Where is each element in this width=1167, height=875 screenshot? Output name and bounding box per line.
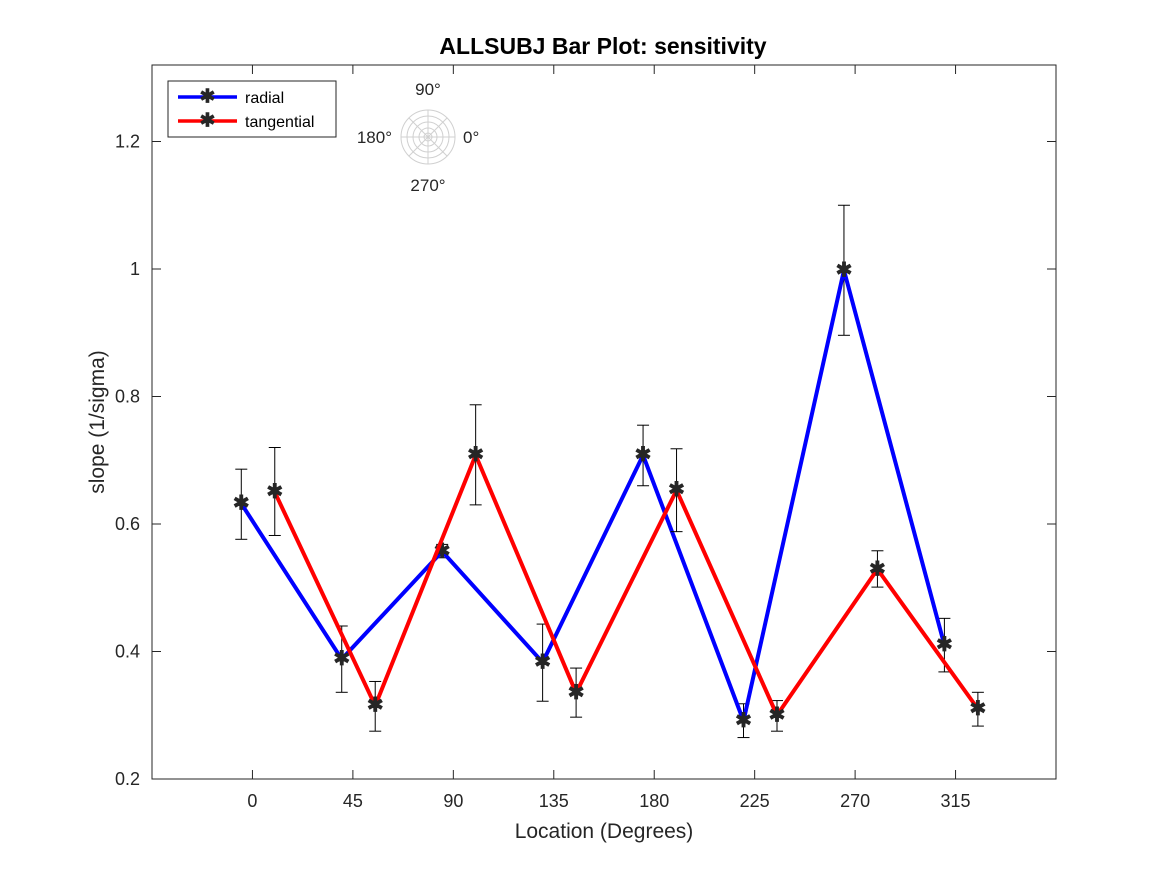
x-tick-label: 225: [740, 791, 770, 811]
data-point-radial: ✱: [534, 651, 551, 673]
legend-box: [167, 80, 337, 138]
legend-marker-radial: ✱: [200, 87, 216, 108]
legend-marker-tangential: ✱: [200, 111, 216, 132]
data-point-radial: ✱: [836, 259, 853, 281]
data-point-tangential: ✱: [266, 481, 283, 503]
series-line-radial: [239, 268, 947, 723]
x-tick-label: 0: [247, 791, 257, 811]
series-tangential: ✱ ✱ ✱ ✱ ✱ ✱ ✱ ✱: [266, 404, 986, 732]
x-tick-label: 135: [539, 791, 569, 811]
data-point-tangential: ✱: [367, 695, 384, 717]
polar-key-graphic: [400, 109, 456, 165]
x-tick-label: 90: [443, 791, 463, 811]
y-tick-label: 0.8: [115, 387, 140, 407]
data-point-tangential: ✱: [769, 704, 786, 726]
data-point-radial: ✱: [735, 710, 752, 732]
series-radial: ✱ ✱ ✱ ✱ ✱ ✱ ✱ ✱: [233, 204, 953, 739]
x-tick-label: 180: [639, 791, 669, 811]
x-tick-label: 45: [343, 791, 363, 811]
chart-title: ALLSUBJ Bar Plot: sensitivity: [439, 33, 766, 59]
plot-area: [151, 64, 1057, 780]
x-tick-label: 270: [840, 791, 870, 811]
x-axis-title: Location (Degrees): [515, 820, 694, 843]
y-axis-tick-labels: 0.2 0.4 0.6 0.8 1 1.2: [115, 132, 140, 790]
x-axis-tick-labels: 0 45 90 135 180 225 270 315: [247, 791, 970, 811]
legend-label-radial: radial: [245, 90, 284, 107]
data-point-radial: ✱: [333, 648, 350, 670]
polar-key-inset: 90° 180° 0° 270°: [357, 80, 479, 195]
data-point-tangential: ✱: [467, 444, 484, 466]
axis-ticks: [152, 65, 1056, 780]
data-point-radial: ✱: [936, 634, 953, 656]
y-tick-label: 1: [130, 259, 140, 279]
y-tick-label: 0.4: [115, 642, 140, 662]
series-line-tangential: [272, 453, 980, 718]
polar-label-left: 180°: [357, 128, 392, 147]
data-point-tangential: ✱: [969, 698, 986, 720]
polar-label-top: 90°: [415, 80, 441, 99]
y-axis-title: slope (1/sigma): [86, 350, 109, 494]
x-tick-label: 315: [941, 791, 971, 811]
y-tick-label: 0.6: [115, 514, 140, 534]
data-point-radial: ✱: [635, 444, 652, 466]
legend: ✱ radial ✱ tangential: [167, 80, 337, 138]
y-tick-label: 0.2: [115, 769, 140, 789]
y-tick-label: 1.2: [115, 132, 140, 152]
data-point-tangential: ✱: [568, 682, 585, 704]
legend-label-tangential: tangential: [245, 114, 314, 131]
polar-label-bottom: 270°: [410, 176, 445, 195]
data-point-tangential: ✱: [668, 479, 685, 501]
series-layer: ✱✱✱✱✱✱✱✱✱✱✱✱✱✱✱✱: [233, 204, 986, 739]
data-point-tangential: ✱: [869, 558, 886, 580]
polar-label-right: 0°: [463, 128, 479, 147]
data-point-radial: ✱: [233, 493, 250, 515]
